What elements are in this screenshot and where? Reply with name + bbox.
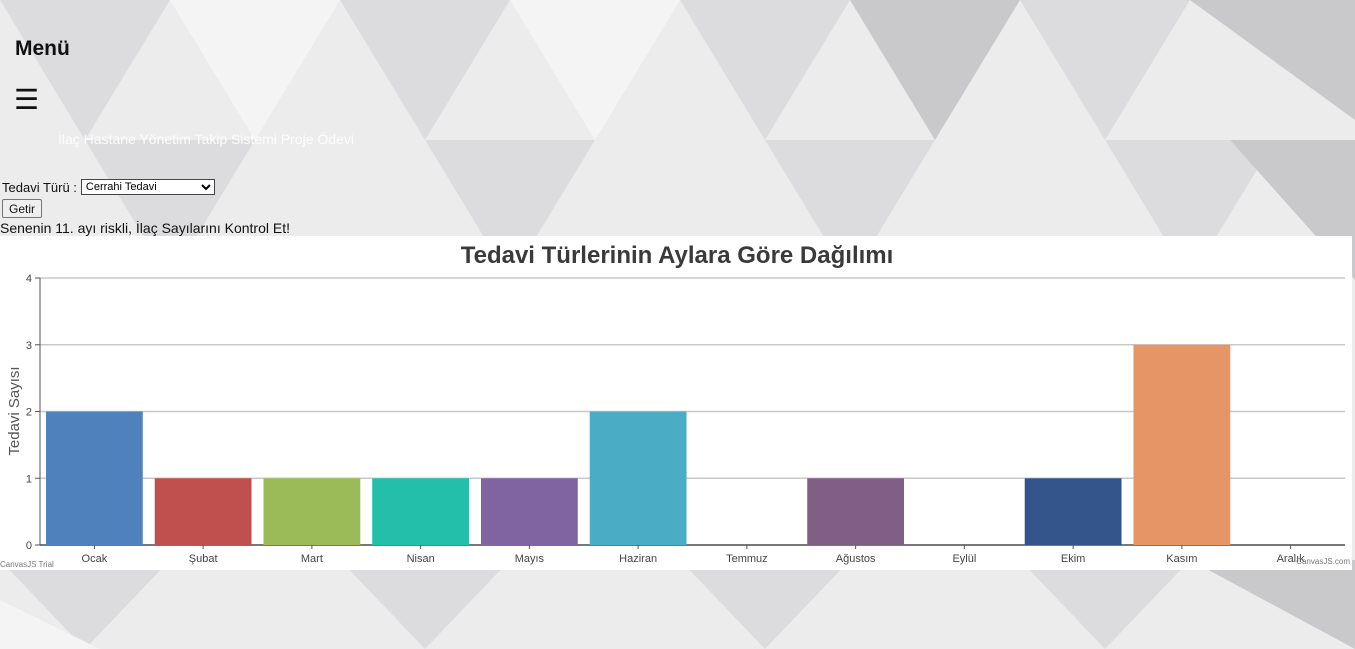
y-tick-label: 1 bbox=[26, 473, 32, 485]
warning-message: Senenin 11. ayı riskli, İlaç Sayılarını … bbox=[0, 220, 290, 236]
x-tick-label: Temmuz bbox=[726, 553, 768, 565]
y-tick-label: 3 bbox=[26, 340, 32, 352]
watermark-left: CanvasJS Trial bbox=[0, 560, 54, 569]
x-tick-label: Ocak bbox=[82, 553, 108, 565]
x-tick-label: Mart bbox=[301, 553, 323, 565]
page-subtitle: İlaç Hastane Yönetim Takip Sistemi Proje… bbox=[58, 131, 354, 147]
x-tick-label: Ekim bbox=[1061, 553, 1085, 565]
hamburger-icon[interactable]: ☰ bbox=[14, 84, 40, 115]
x-tick-label: Eylül bbox=[952, 553, 976, 565]
x-tick-label: Ağustos bbox=[836, 553, 876, 565]
submit-button[interactable]: Getir bbox=[2, 199, 43, 218]
bar-1[interactable] bbox=[45, 411, 143, 546]
menu-title: Menü bbox=[15, 37, 70, 60]
bar-8[interactable] bbox=[807, 478, 905, 545]
treatment-type-select[interactable]: Cerrahi Tedavi bbox=[80, 179, 215, 195]
x-tick-label: Mayıs bbox=[515, 553, 545, 565]
x-tick-label: Kasım bbox=[1166, 553, 1197, 565]
x-tick-label: Nisan bbox=[407, 553, 435, 565]
y-tick-label: 0 bbox=[26, 540, 32, 552]
x-tick-label: Aralık bbox=[1277, 553, 1306, 565]
x-tick-label: Şubat bbox=[189, 553, 218, 565]
y-tick-label: 4 bbox=[26, 273, 32, 285]
y-tick-label: 2 bbox=[26, 407, 32, 419]
bar-3[interactable] bbox=[263, 478, 361, 545]
bar-5[interactable] bbox=[480, 478, 578, 545]
bar-chart: Tedavi Türlerinin Aylara Göre Dağılımı T… bbox=[0, 242, 1350, 569]
watermark-right[interactable]: CanvasJS.com bbox=[1296, 557, 1350, 566]
bar-10[interactable] bbox=[1024, 478, 1122, 545]
treatment-type-label: Tedavi Türü : bbox=[2, 179, 77, 195]
bar-2[interactable] bbox=[154, 478, 252, 545]
treatment-type-form: Tedavi Türü : Cerrahi Tedavi bbox=[2, 179, 215, 195]
x-tick-label: Haziran bbox=[619, 553, 657, 565]
bar-6[interactable] bbox=[589, 411, 687, 546]
y-axis-label: Tedavi Sayısı bbox=[6, 366, 23, 455]
chart-title: Tedavi Türlerinin Aylara Göre Dağılımı bbox=[461, 242, 894, 269]
bar-4[interactable] bbox=[372, 478, 470, 545]
chart-container: Tedavi Türlerinin Aylara Göre Dağılımı T… bbox=[0, 236, 1352, 570]
bar-11[interactable] bbox=[1133, 344, 1231, 545]
